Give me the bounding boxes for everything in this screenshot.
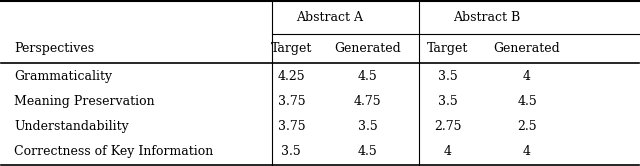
Text: Generated: Generated [335,42,401,55]
Text: Understandability: Understandability [14,120,129,133]
Text: Grammaticality: Grammaticality [14,70,112,83]
Text: 3.5: 3.5 [358,120,378,133]
Text: Perspectives: Perspectives [14,42,94,55]
Text: 4.5: 4.5 [517,95,537,108]
Text: Target: Target [271,42,312,55]
Text: Generated: Generated [493,42,561,55]
Text: 4.5: 4.5 [358,70,378,83]
Text: Correctness of Key Information: Correctness of Key Information [14,145,213,159]
Text: 3.75: 3.75 [278,95,305,108]
Text: 3.5: 3.5 [438,95,458,108]
Text: Abstract A: Abstract A [296,11,363,24]
Text: Meaning Preservation: Meaning Preservation [14,95,155,108]
Text: Target: Target [427,42,468,55]
Text: 4: 4 [444,145,451,159]
Text: 3.5: 3.5 [282,145,301,159]
Text: 4: 4 [523,70,531,83]
Text: 3.5: 3.5 [438,70,458,83]
Text: 2.75: 2.75 [434,120,461,133]
Text: 4: 4 [523,145,531,159]
Text: Abstract B: Abstract B [453,11,520,24]
Text: 2.5: 2.5 [517,120,537,133]
Text: 3.75: 3.75 [278,120,305,133]
Text: 4.5: 4.5 [358,145,378,159]
Text: 4.75: 4.75 [354,95,381,108]
Text: 4.25: 4.25 [278,70,305,83]
